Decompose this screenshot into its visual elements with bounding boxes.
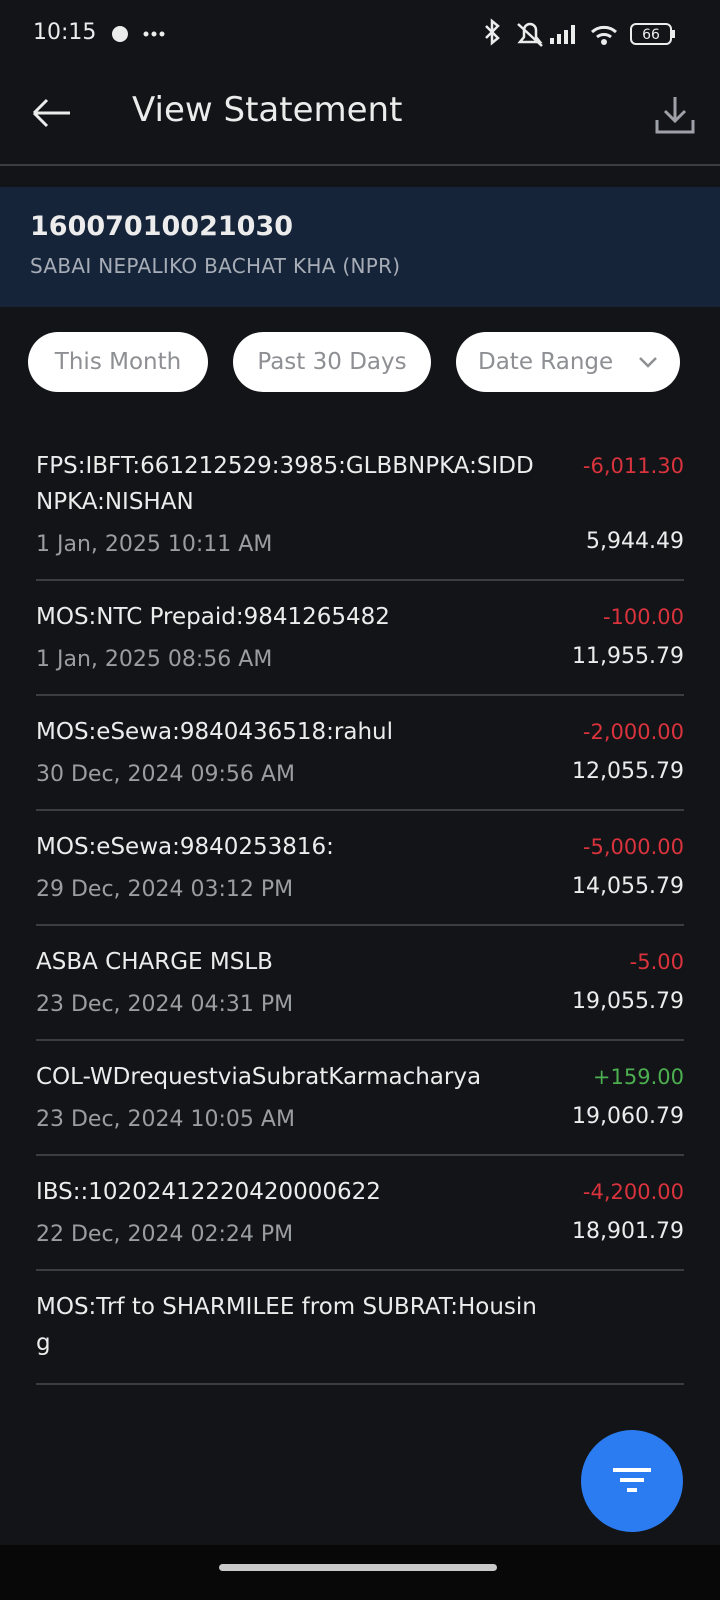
transaction-amount: -5,000.00 <box>582 835 684 859</box>
back-button[interactable] <box>32 98 72 128</box>
app-bar: View Statement <box>0 66 720 166</box>
filter-label: This Month <box>54 349 182 375</box>
transaction-description: MOS:eSewa:9840436518:rahul <box>36 719 394 745</box>
status-bar: 10:15 66 <box>0 0 720 66</box>
transaction-description: MOS:NTC Prepaid:9841265482 <box>36 604 390 630</box>
running-balance: 5,944.49 <box>586 529 684 554</box>
transaction-date: 1 Jan, 2025 08:56 AM <box>36 647 273 672</box>
dropdown-icon <box>639 357 657 368</box>
transaction-date: 29 Dec, 2024 03:12 PM <box>36 877 294 902</box>
transaction-date: 23 Dec, 2024 10:05 AM <box>36 1107 295 1132</box>
transaction-amount: -5.00 <box>629 950 684 974</box>
transaction-amount: -100.00 <box>602 605 684 629</box>
status-icons: 66 <box>112 18 675 47</box>
transaction-row[interactable]: MOS:Trf to SHARMILEE from SUBRAT:Housing <box>36 1271 684 1385</box>
transaction-row[interactable]: FPS:IBFT:661212529:3985:GLBBNPKA:SIDDNPK… <box>36 430 684 581</box>
home-indicator <box>219 1564 497 1571</box>
transaction-description: MOS:Trf to SHARMILEE from SUBRAT:Housing <box>36 1294 537 1356</box>
transaction-date: 23 Dec, 2024 04:31 PM <box>36 992 294 1017</box>
account-panel: 16007010021030 SABAI NEPALIKO BACHAT KHA… <box>0 187 720 307</box>
download-button[interactable] <box>654 94 696 136</box>
running-balance: 14,055.79 <box>572 874 684 899</box>
transaction-description: ASBA CHARGE MSLB <box>36 949 273 975</box>
running-balance: 19,055.79 <box>572 989 684 1014</box>
transaction-amount: -4,200.00 <box>582 1180 684 1204</box>
page-title: View Statement <box>132 90 403 130</box>
running-balance: 19,060.79 <box>572 1104 684 1129</box>
filter-chip[interactable]: Past 30 Days <box>233 332 431 392</box>
transaction-description: MOS:eSewa:9840253816: <box>36 834 334 860</box>
transaction-date: 1 Jan, 2025 10:11 AM <box>36 532 273 557</box>
filter-chips: This Month Past 30 Days Date Range <box>28 332 680 392</box>
running-balance: 11,955.79 <box>572 644 684 669</box>
filter-fab[interactable] <box>581 1430 683 1532</box>
transaction-row[interactable]: MOS:NTC Prepaid:9841265482 1 Jan, 2025 08… <box>36 581 684 696</box>
account-name: SABAI NEPALIKO BACHAT KHA (NPR) <box>30 254 401 278</box>
transaction-description: COL-WDrequestviaSubratKarmacharya <box>36 1064 482 1090</box>
transaction-description: IBS::10202412220420000622 <box>36 1179 381 1205</box>
transaction-date: 22 Dec, 2024 02:24 PM <box>36 1222 294 1247</box>
account-number: 16007010021030 <box>30 211 294 242</box>
transaction-date: 30 Dec, 2024 09:56 AM <box>36 762 295 787</box>
running-balance: 18,901.79 <box>572 1219 684 1244</box>
transaction-row[interactable]: MOS:eSewa:9840253816: 29 Dec, 2024 03:12 … <box>36 811 684 926</box>
battery-level: 66 <box>642 27 660 43</box>
running-balance: 12,055.79 <box>572 759 684 784</box>
transaction-description: FPS:IBFT:661212529:3985:GLBBNPKA:SIDDNPK… <box>36 453 534 515</box>
clock: 10:15 <box>33 20 97 45</box>
filter-chip[interactable]: Date Range <box>456 332 680 392</box>
transaction-row[interactable]: ASBA CHARGE MSLB 23 Dec, 2024 04:31 PM -5.… <box>36 926 684 1041</box>
filter-icon <box>613 1468 651 1492</box>
transaction-amount: -6,011.30 <box>582 454 684 478</box>
transaction-amount: -2,000.00 <box>582 720 684 744</box>
filter-chip[interactable]: This Month <box>28 332 208 392</box>
transaction-amount: +159.00 <box>592 1065 684 1089</box>
filter-label: Date Range <box>478 349 614 375</box>
transaction-list: FPS:IBFT:661212529:3985:GLBBNPKA:SIDDNPK… <box>36 430 684 1545</box>
transaction-row[interactable]: MOS:eSewa:9840436518:rahul 30 Dec, 2024 0… <box>36 696 684 811</box>
nav-bar <box>0 1545 720 1600</box>
transaction-row[interactable]: COL-WDrequestviaSubratKarmacharya 23 Dec,… <box>36 1041 684 1156</box>
filter-label: Past 30 Days <box>257 349 407 375</box>
